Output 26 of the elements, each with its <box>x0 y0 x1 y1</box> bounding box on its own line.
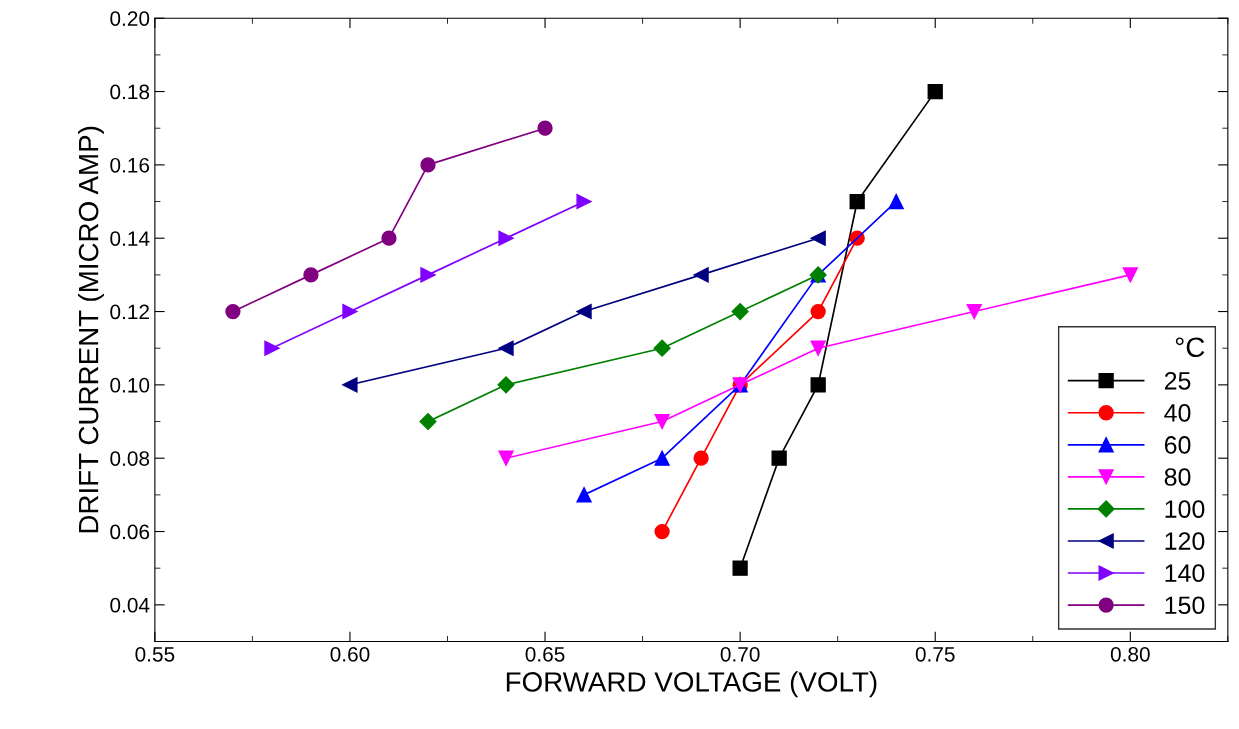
y-tick-label: 0.06 <box>110 524 150 540</box>
legend-label: 150 <box>1165 596 1205 615</box>
legend-label: 25 <box>1164 371 1191 390</box>
legend-title: °C <box>1175 337 1205 358</box>
y-tick-label: 0.04 <box>110 597 150 613</box>
x-tick-label: 0.65 <box>525 646 565 662</box>
legend-label: 80 <box>1164 468 1191 486</box>
y-tick-label: 0.18 <box>110 84 150 100</box>
y-tick-label: 0.10 <box>110 377 150 393</box>
legend-label: 40 <box>1164 404 1191 422</box>
y-tick-label: 0.16 <box>110 157 150 173</box>
y-axis-title: DRIFT CURRENT (MICRO AMP) <box>78 126 104 533</box>
y-tick-label: 0.12 <box>110 304 149 320</box>
y-tick-label: 0.14 <box>110 231 150 246</box>
y-tick-label: 0.20 <box>110 11 150 26</box>
x-axis-title: FORWARD VOLTAGE (VOLT) <box>506 671 877 698</box>
legend-label: 100 <box>1165 500 1205 518</box>
legend-label: 140 <box>1165 564 1205 583</box>
x-tick-label: 0.55 <box>135 646 175 662</box>
x-tick-label: 0.60 <box>330 646 370 662</box>
x-tick-label: 0.70 <box>720 646 760 662</box>
x-tick-label: 0.80 <box>1110 646 1150 662</box>
y-tick-label: 0.08 <box>110 451 150 466</box>
legend-label: 120 <box>1165 532 1205 550</box>
legend-label: 60 <box>1164 436 1191 454</box>
x-tick-label: 0.75 <box>915 646 955 662</box>
